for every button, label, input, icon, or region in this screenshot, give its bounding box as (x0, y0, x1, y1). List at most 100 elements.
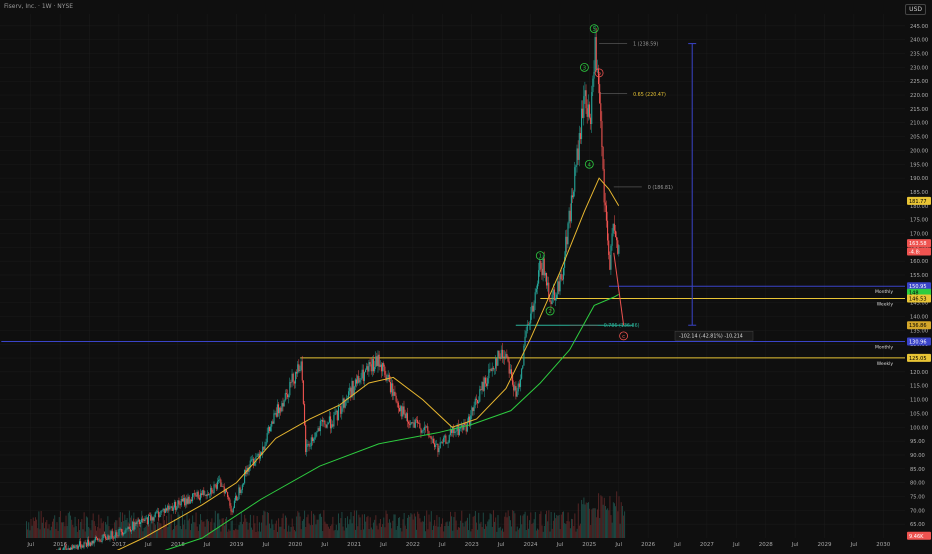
candle-body (350, 387, 352, 398)
candle-body (67, 548, 69, 550)
volume-bar (31, 525, 33, 538)
candle-body (134, 522, 136, 530)
candle-body (380, 364, 382, 372)
volume-bar (227, 531, 229, 538)
candle-body (462, 424, 464, 430)
candle-body (348, 391, 350, 398)
volume-bar (428, 514, 430, 538)
currency-button[interactable]: USD (905, 4, 926, 15)
volume-bar (615, 506, 617, 538)
volume-bar (305, 526, 307, 538)
volume-bar (254, 523, 256, 538)
volume-bar (577, 503, 579, 538)
volume-bar (463, 526, 465, 538)
volume-bar (159, 523, 161, 538)
volume-bar (193, 522, 195, 538)
candle-body (195, 495, 197, 497)
volume-bar (494, 521, 496, 538)
volume-bar (184, 519, 186, 538)
volume-bar (359, 517, 361, 538)
volume-bar (364, 514, 365, 538)
candle-body (608, 240, 610, 255)
volume-bar (488, 519, 490, 538)
candle-body (585, 90, 587, 109)
volume-bar (241, 524, 243, 538)
candle-body (534, 292, 536, 304)
volume-bar (539, 513, 541, 538)
volume-bar (443, 531, 445, 538)
candle-body (146, 517, 148, 525)
volume-bar (621, 505, 623, 538)
price-tag-bg (907, 247, 931, 256)
candle-body (126, 528, 128, 530)
candle-body (617, 240, 619, 254)
level-label: Monthly (875, 289, 893, 295)
volume-bar (511, 526, 512, 538)
candle-body (544, 272, 546, 276)
candle-body (430, 436, 432, 439)
candle-body (448, 435, 450, 443)
candle-body (594, 37, 596, 72)
candle-body (93, 540, 95, 544)
candle-body (473, 405, 475, 412)
volume-bar (282, 513, 284, 538)
candle-body (394, 391, 396, 396)
wave-marker (545, 306, 555, 316)
volume-bar (411, 514, 413, 538)
volume-bar (541, 525, 543, 538)
candle-body (449, 429, 451, 436)
x-tick-label: 2027 (700, 542, 714, 548)
candle-body (618, 245, 620, 254)
projection-line (613, 252, 625, 326)
candle-body (288, 395, 290, 398)
candle-body (493, 368, 496, 370)
price-tag: 181.77 (909, 199, 927, 205)
candle-body (489, 369, 491, 370)
candle-body (253, 458, 255, 466)
volume-bar (142, 531, 144, 538)
candle-body (296, 372, 298, 374)
volume-bar (394, 514, 396, 538)
candle-body (497, 350, 499, 366)
candle-body (63, 547, 65, 551)
volume-bar (176, 524, 178, 538)
candle-body (86, 539, 88, 546)
y-tick-label: 170.00 (910, 231, 928, 237)
candle-body (89, 542, 91, 545)
candle-body (169, 507, 171, 510)
volume-bar (202, 521, 204, 538)
candle-body (187, 496, 189, 504)
candle-body (507, 356, 509, 362)
x-tick-label: 2018 (171, 542, 185, 548)
candle-body (132, 521, 134, 531)
candle-body (156, 511, 159, 513)
candle-body (383, 363, 385, 367)
volume-bar (288, 525, 290, 538)
volume-bar (109, 530, 111, 538)
volume-bar (598, 493, 600, 538)
volume-bar (532, 522, 534, 538)
volume-bar (117, 529, 119, 538)
volume-bar (451, 516, 453, 538)
volume-bar (498, 527, 500, 538)
volume-bar (94, 525, 96, 538)
volume-bar (99, 528, 101, 538)
volume-bar (476, 522, 477, 538)
wave-marker (584, 159, 594, 169)
candle-body (222, 486, 224, 487)
volume-bar (385, 510, 387, 538)
volume-bar (479, 523, 481, 538)
candle-body (143, 519, 145, 521)
candle-body (566, 236, 568, 245)
volume-bar (188, 518, 190, 538)
candle-body (498, 350, 500, 357)
candle-body (508, 361, 510, 374)
volume-bar (66, 526, 68, 538)
wave-label: 3 (583, 65, 587, 71)
volume-bar (256, 516, 258, 538)
volume-bar (620, 502, 622, 538)
y-tick-label: 155.00 (910, 273, 928, 279)
candle-body (592, 78, 594, 93)
